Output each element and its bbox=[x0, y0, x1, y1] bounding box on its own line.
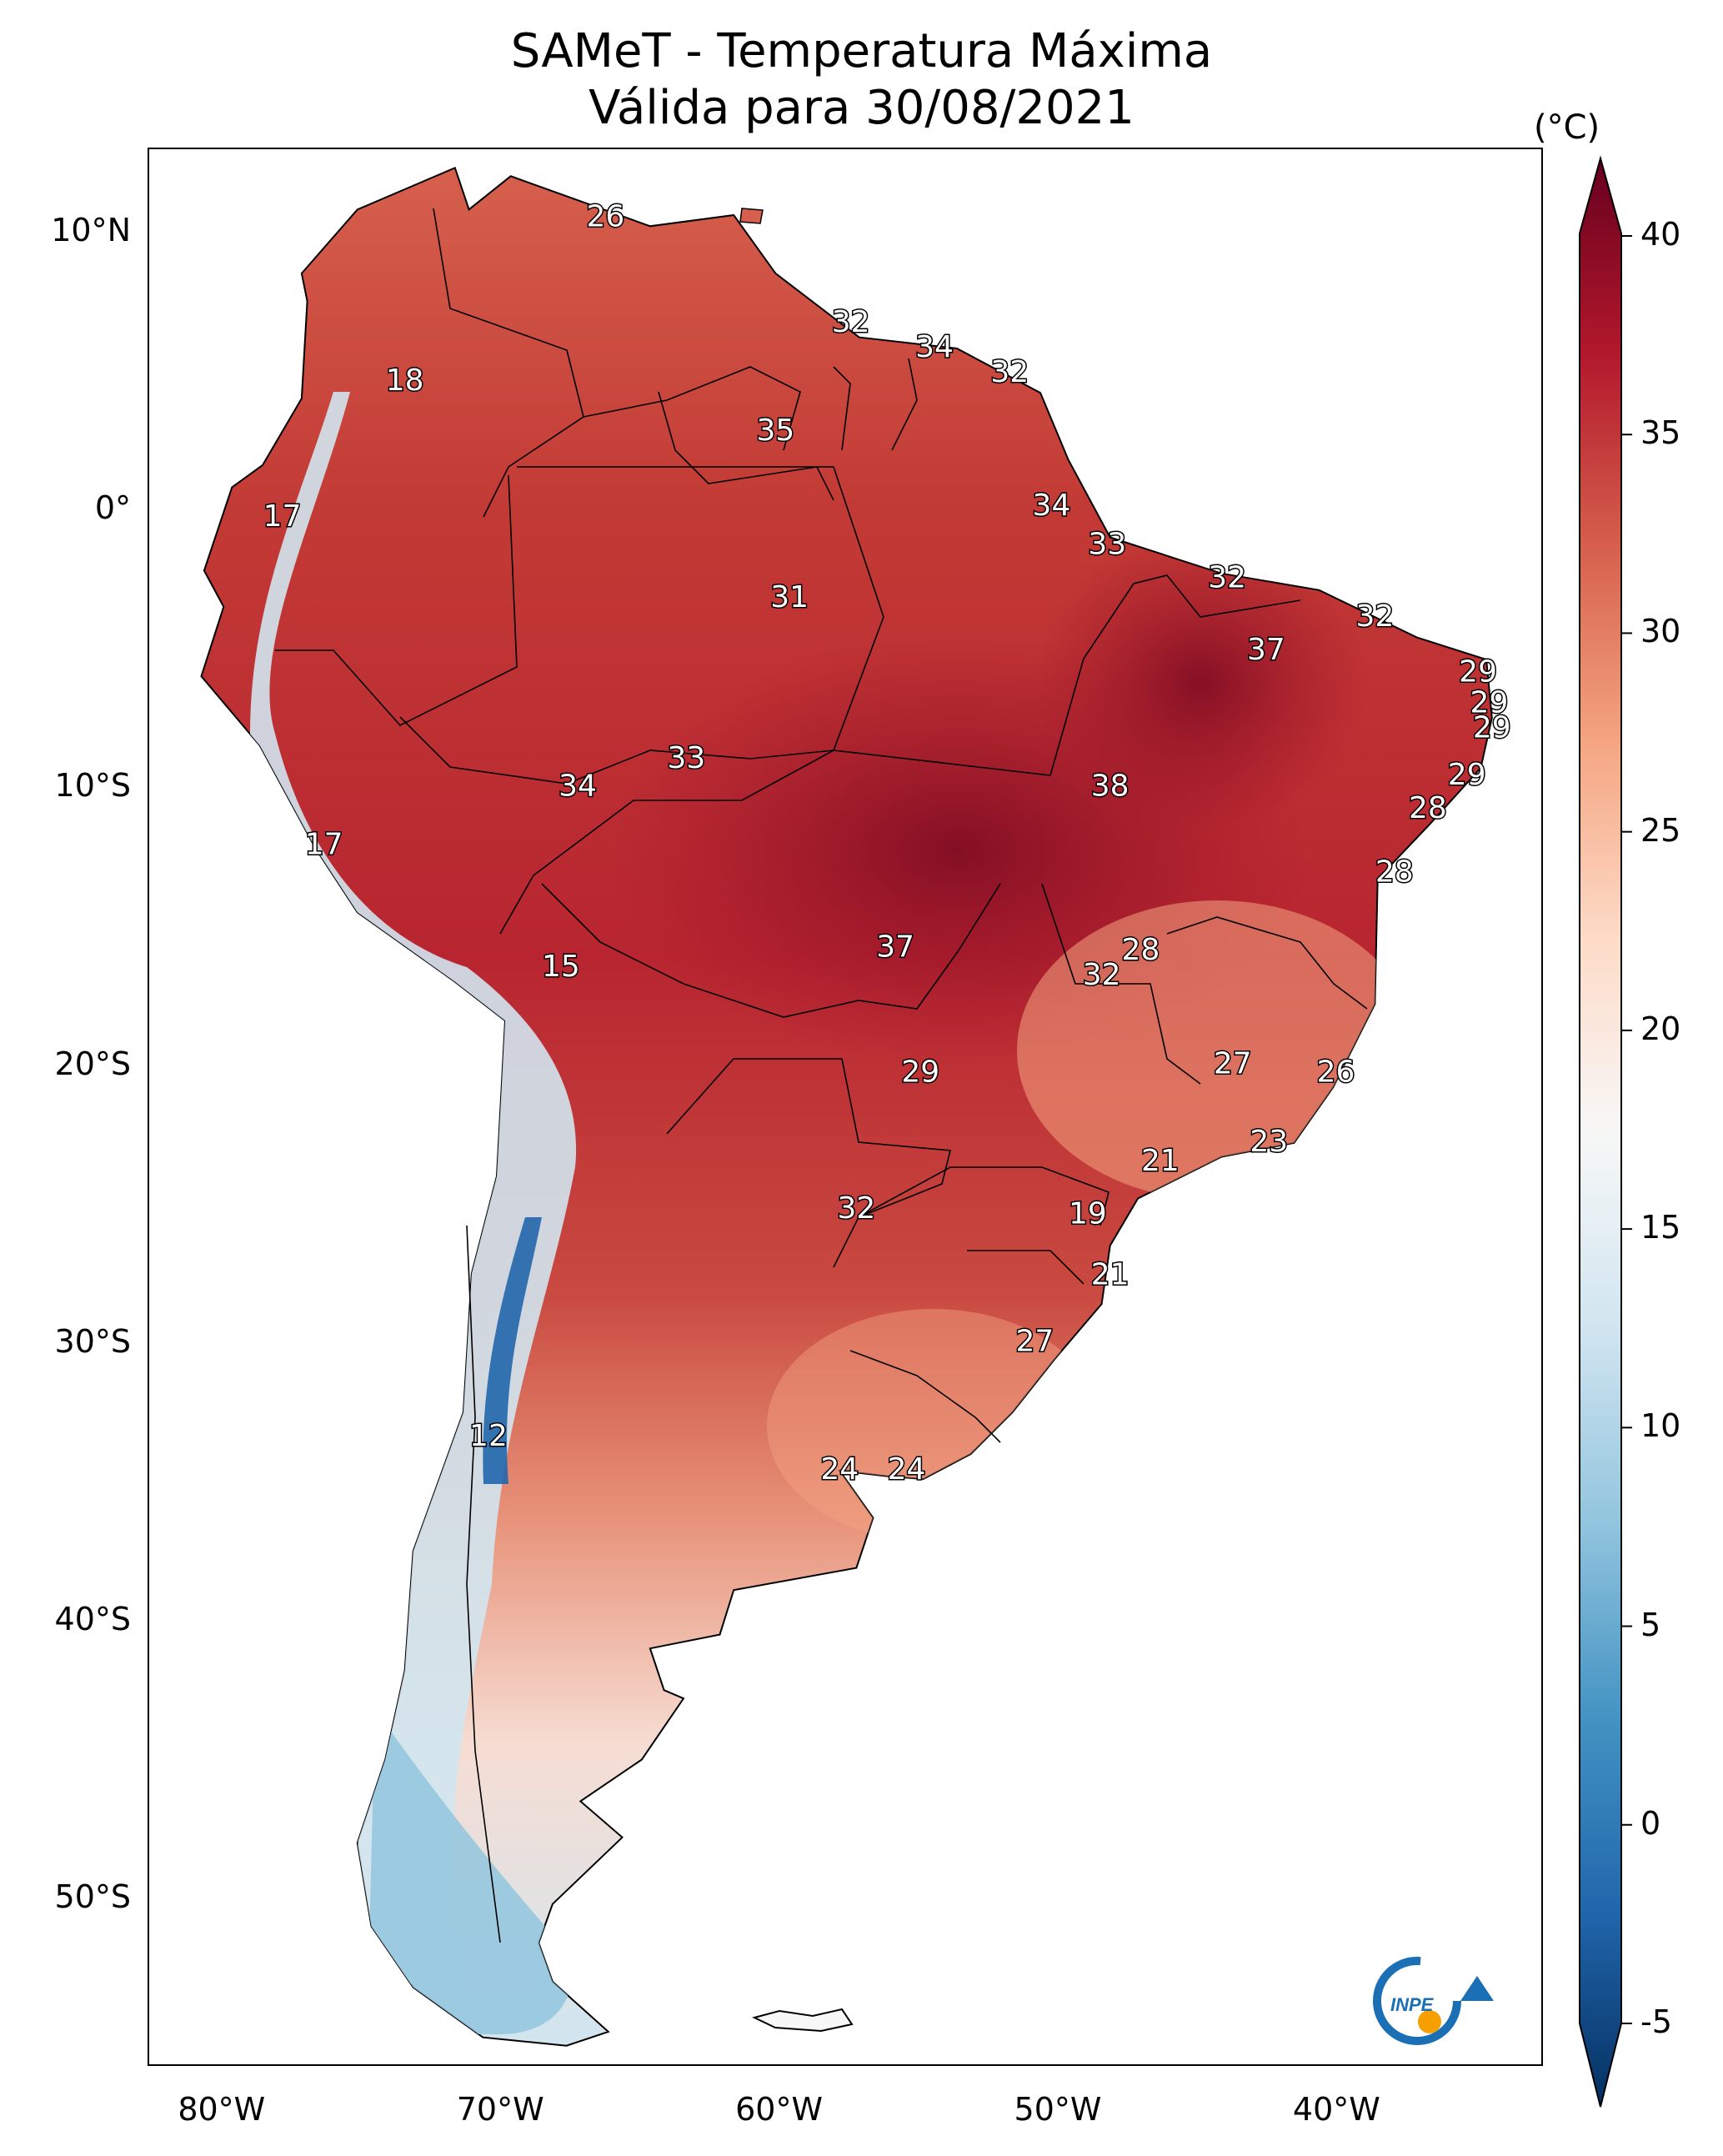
temperature-label: 26 bbox=[1317, 1055, 1355, 1090]
temperature-label: 33 bbox=[667, 741, 705, 775]
temperature-label: 24 bbox=[820, 1452, 859, 1487]
temperature-label: 32 bbox=[1208, 560, 1246, 594]
colorbar bbox=[1579, 155, 1632, 2108]
longitude-tick-label: 40°W bbox=[1292, 2091, 1380, 2128]
colorbar-body bbox=[1579, 155, 1622, 2108]
logo-orange-dot bbox=[1418, 2010, 1441, 2033]
temperature-label: 34 bbox=[915, 330, 954, 364]
longitude-tick-label: 60°W bbox=[735, 2091, 824, 2128]
logo-swirl bbox=[1373, 1957, 1461, 2045]
caribbean-islands bbox=[739, 208, 764, 224]
temperature-label: 27 bbox=[1214, 1047, 1252, 1081]
country-borders bbox=[275, 208, 1368, 1943]
latitude-tick-label: 40°S bbox=[54, 1600, 131, 1637]
colorbar-tick-label: 10 bbox=[1640, 1407, 1681, 1445]
temperature-label: 32 bbox=[1083, 958, 1121, 992]
temperature-label: 32 bbox=[837, 1191, 875, 1226]
temperature-label: 29 bbox=[1448, 758, 1486, 792]
longitude-tick-label: 80°W bbox=[178, 2091, 266, 2128]
temperature-label: 31 bbox=[770, 580, 809, 614]
colorbar-tick-label: 35 bbox=[1640, 414, 1681, 452]
latitude-tick-label: 10°N bbox=[51, 211, 131, 248]
temperature-label: 34 bbox=[558, 769, 597, 803]
temperature-label: 34 bbox=[1033, 489, 1071, 523]
temperature-label: 21 bbox=[1091, 1258, 1129, 1292]
latitude-tick-label: 20°S bbox=[54, 1045, 131, 1082]
temperature-label: 32 bbox=[832, 305, 870, 339]
temperature-label: 28 bbox=[1375, 855, 1414, 890]
latitude-tick-label: 30°S bbox=[54, 1322, 131, 1360]
temperature-label: 15 bbox=[542, 950, 580, 984]
falkland-islands bbox=[752, 2008, 854, 2033]
temperature-label: 28 bbox=[1122, 933, 1160, 967]
temperature-label: 37 bbox=[1247, 633, 1285, 667]
temperature-label: 12 bbox=[469, 1419, 508, 1453]
map-title: SAMeT - Temperatura Máxima bbox=[510, 24, 1213, 78]
logo-text: INPE bbox=[1390, 1994, 1435, 2015]
temperature-label: 32 bbox=[1355, 599, 1394, 634]
temperature-label: 29 bbox=[1473, 710, 1511, 745]
colorbar-tick-label: 40 bbox=[1640, 216, 1681, 253]
patagonia-cold bbox=[367, 1709, 572, 2034]
temperature-label: 38 bbox=[1091, 769, 1129, 803]
inpe-logo: INPE bbox=[1373, 1957, 1494, 2045]
temperature-label: 29 bbox=[901, 1055, 939, 1090]
logo-arrow-icon bbox=[1460, 1976, 1494, 2001]
temperature-label: 29 bbox=[1459, 655, 1497, 689]
temperature-label: 17 bbox=[263, 499, 302, 534]
colorbar-tick-label: 0 bbox=[1640, 1804, 1661, 1842]
latitude-tick-label: 0° bbox=[94, 489, 131, 527]
andes-deep-cold bbox=[483, 1217, 542, 1484]
longitude-tick-label: 70°W bbox=[456, 2091, 544, 2128]
map-subtitle: Válida para 30/08/2021 bbox=[589, 81, 1134, 135]
temperature-label: 26 bbox=[587, 199, 625, 233]
temperature-label: 28 bbox=[1409, 791, 1447, 825]
temperature-label: 29 bbox=[1470, 685, 1509, 720]
temperature-label: 27 bbox=[1015, 1325, 1054, 1359]
colorbar-tick-label: -5 bbox=[1640, 2003, 1672, 2040]
temperature-label: 24 bbox=[888, 1452, 926, 1487]
colorbar-tick-label: 25 bbox=[1640, 811, 1681, 849]
temperature-label: 32 bbox=[990, 355, 1029, 389]
latitude-tick-label: 10°S bbox=[54, 767, 131, 805]
colorbar-tick-label: 30 bbox=[1640, 613, 1681, 650]
latitude-tick-label: 50°S bbox=[54, 1878, 131, 1916]
colorbar-unit: (°C) bbox=[1534, 108, 1600, 147]
colorbar-tick-label: 20 bbox=[1640, 1010, 1681, 1047]
temperature-label: 35 bbox=[756, 414, 794, 448]
temperature-label: 23 bbox=[1250, 1125, 1288, 1159]
temperature-label: 19 bbox=[1069, 1196, 1107, 1231]
temperature-label: 18 bbox=[386, 364, 424, 398]
temperature-label: 37 bbox=[876, 930, 914, 965]
andes-cold-band bbox=[250, 392, 577, 1984]
temperature-label: 33 bbox=[1088, 527, 1126, 561]
colorbar-tick-label: 5 bbox=[1640, 1606, 1661, 1643]
temperature-label: 17 bbox=[305, 827, 343, 861]
temperature-label: 21 bbox=[1141, 1144, 1180, 1178]
colorbar-tick-label: 15 bbox=[1640, 1209, 1681, 1246]
longitude-tick-label: 50°W bbox=[1014, 2091, 1102, 2128]
